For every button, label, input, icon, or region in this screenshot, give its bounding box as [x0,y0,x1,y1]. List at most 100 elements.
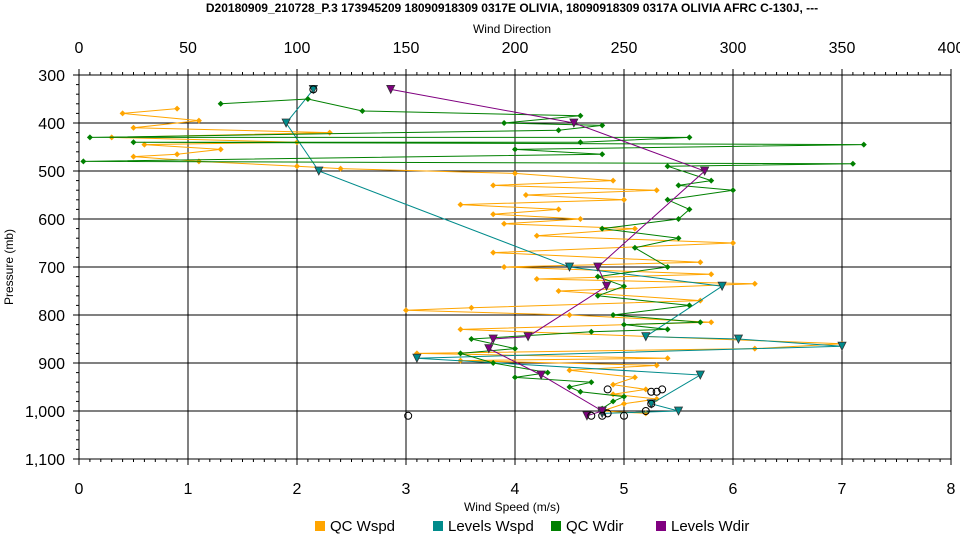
data-point [130,139,137,146]
data-point [337,165,344,172]
data-point [555,127,562,134]
data-point [673,406,684,416]
data-point [217,146,224,153]
top-axis-tick-label: 350 [829,40,856,57]
data-point [582,411,592,421]
circle-marker [404,411,413,420]
data-point [588,328,595,335]
data-point [653,187,660,194]
data-point [610,398,617,405]
data-point [708,177,715,184]
bottom-axis-tick-label: 6 [729,481,738,498]
y-axis-tick-label: 700 [38,260,65,277]
y-axis-tick-label: 800 [38,308,65,325]
data-point [621,393,627,400]
data-point [588,379,595,386]
data-point [593,262,603,272]
circle-marker [647,387,656,396]
bottom-axis-tick-label: 8 [947,481,956,498]
data-point [577,216,584,222]
data-point [686,134,693,141]
circle-marker [309,85,318,94]
data-point [512,170,518,177]
data-point [686,302,693,309]
data-point [664,326,671,333]
data-point [837,341,847,352]
data-point [631,244,638,251]
data-point [490,182,497,189]
circle-marker [598,411,607,420]
data-point [512,146,518,153]
series-levels-wspd [281,85,847,419]
data-point [577,112,584,119]
circle-marker [603,409,612,418]
data-point [621,400,627,407]
data-point [631,225,638,232]
data-point [488,334,498,344]
top-axis-tick-label: 400 [938,40,960,57]
data-point [577,139,584,146]
data-point [631,374,638,381]
data-point [675,182,682,189]
legend-swatch-levels-wdir [656,521,666,531]
bottom-axis-title: Wind Speed (m/s) [464,500,560,514]
data-point [490,360,497,366]
data-point [566,384,573,390]
data-point [314,166,324,176]
circle-marker [647,399,656,408]
data-point [695,370,705,380]
legend-label-levels-wspd: Levels Wspd [448,518,534,535]
data-point [359,108,366,114]
data-point [141,141,148,148]
data-point [217,100,224,107]
data-point [386,85,396,95]
data-point [130,153,137,160]
data-point [621,321,627,328]
data-point [610,312,617,318]
y-axis-tick-label: 1,000 [25,404,65,421]
legend: QC Wspd Levels Wspd QC Wdir Levels Wdir [315,518,749,535]
series-qc-wdir [80,96,867,412]
circle-markers [309,85,667,420]
data-point [717,281,727,292]
bottom-axis-tick-label: 4 [511,481,520,498]
axis-ticks: 0 1 2 3 4 5 6 7 8 0 50 100 150 200 250 300 350 400 300 400 5… [25,40,960,498]
data-point [86,134,93,141]
data-point [512,345,518,352]
circle-marker [620,411,628,420]
data-point [610,381,617,388]
data-point [555,288,562,294]
top-axis-tick-label: 250 [611,40,638,57]
top-axis-title: Wind Direction [473,22,551,36]
data-point [564,262,575,272]
data-point [174,105,181,112]
data-point [664,196,671,203]
data-series [80,85,867,421]
data-point [119,110,126,117]
top-axis-tick-label: 0 [75,40,84,57]
data-point [621,196,627,203]
legend-label-qc-wspd: QC Wspd [330,518,395,535]
chart-title: D20180909_210728_P.3 173945209 180909183… [206,1,818,15]
data-point [522,192,529,198]
top-axis-tick-label: 50 [179,40,197,57]
data-point [599,225,606,232]
top-axis-tick-label: 100 [284,40,311,57]
circle-marker [641,407,650,415]
data-point [577,388,584,395]
circle-marker [603,385,612,394]
data-point [597,406,607,416]
data-point [544,369,551,376]
data-point [294,163,300,170]
data-point [501,220,508,227]
data-point [708,271,715,278]
bottom-axis-tick-label: 3 [402,481,411,498]
y-axis-tick-label: 400 [38,116,65,133]
legend-swatch-qc-wspd [315,521,325,531]
data-point [566,367,573,374]
data-point [403,307,409,314]
bottom-axis-tick-label: 0 [75,481,84,498]
bottom-axis-tick-label: 7 [838,481,847,498]
data-point [610,177,617,184]
